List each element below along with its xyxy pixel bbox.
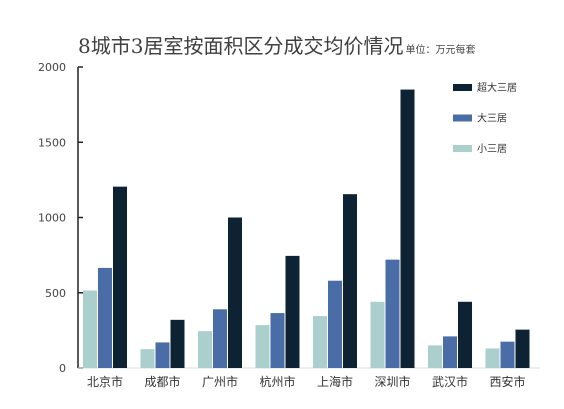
- legend-label: 超大三居: [477, 81, 517, 94]
- bar: [458, 301, 472, 368]
- bar: [83, 290, 97, 368]
- bar: [313, 316, 327, 368]
- bar: [400, 89, 415, 368]
- bar: [213, 309, 227, 368]
- x-category-label: 北京市: [87, 374, 123, 389]
- bar: [500, 341, 515, 368]
- bar: [515, 329, 530, 368]
- x-category-label: 深圳市: [374, 374, 410, 389]
- legend-swatch: [453, 114, 472, 122]
- bar: [198, 331, 212, 368]
- bar: [270, 313, 285, 368]
- bar: [140, 349, 155, 368]
- legend-swatch: [453, 145, 472, 152]
- bar: [428, 345, 442, 368]
- legend-label: 大三居: [477, 112, 507, 125]
- x-category-label: 杭州市: [259, 374, 295, 389]
- legend-swatch: [453, 84, 472, 91]
- x-category-label: 武汉市: [432, 374, 468, 389]
- bar: [170, 319, 185, 368]
- x-category-label: 上海市: [317, 374, 353, 389]
- bar: [98, 267, 112, 368]
- bar: [485, 348, 500, 368]
- y-tick-label: 1500: [38, 136, 66, 149]
- bar: [443, 336, 457, 368]
- x-category-label: 西安市: [489, 374, 525, 389]
- bar: [228, 217, 242, 368]
- bar: [370, 301, 385, 368]
- y-tick-label: 500: [45, 287, 66, 300]
- bar: [343, 194, 357, 368]
- bar: [155, 342, 170, 368]
- bar: [255, 325, 270, 368]
- bar: [328, 280, 342, 368]
- bar: [385, 259, 400, 368]
- chart-title-block: 8城市3居室按面积区分成交均价情况 单位：万元每套: [78, 30, 475, 59]
- y-tick-label: 1000: [38, 212, 66, 225]
- y-tick-label: 0: [59, 362, 66, 375]
- y-tick-label: 2000: [38, 61, 66, 74]
- unit-label: 单位：万元每套: [405, 45, 476, 56]
- bar: [113, 186, 127, 368]
- legend-label: 小三居: [477, 143, 507, 155]
- chart-title: 8城市3居室按面积区分成交均价情况: [78, 34, 404, 58]
- x-category-label: 成都市: [144, 374, 180, 389]
- bar: [285, 255, 300, 368]
- x-category-label: 广州市: [202, 374, 238, 389]
